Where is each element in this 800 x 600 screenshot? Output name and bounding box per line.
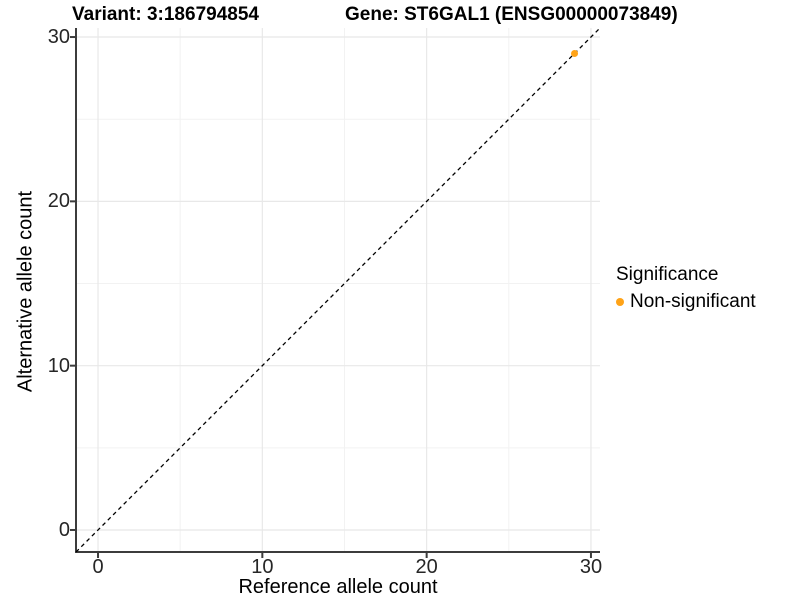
x-tick-label: 30 bbox=[579, 556, 603, 578]
y-axis-title: Alternative allele count bbox=[14, 190, 37, 393]
gene-title: Gene: ST6GAL1 (ENSG00000073849) bbox=[345, 4, 678, 25]
legend-title: Significance bbox=[616, 264, 719, 285]
data-point bbox=[571, 49, 579, 57]
y-tick-label: 10 bbox=[47, 354, 70, 377]
circle-icon bbox=[616, 298, 624, 306]
legend-item: Non-significant bbox=[616, 291, 756, 313]
legend-item-label: Non-significant bbox=[630, 291, 756, 312]
y-tick-label: 0 bbox=[58, 518, 70, 541]
variant-title: Variant: 3:186794854 bbox=[72, 4, 259, 25]
y-tick-label: 30 bbox=[47, 26, 70, 49]
x-tick-label: 0 bbox=[92, 556, 104, 578]
legend: Significance Non-significant bbox=[616, 264, 756, 313]
identity-reference-line bbox=[75, 27, 601, 553]
x-tick-label: 20 bbox=[415, 556, 438, 578]
x-axis-title: Reference allele count bbox=[238, 576, 438, 598]
x-tick-label: 10 bbox=[251, 556, 274, 578]
y-tick-label: 20 bbox=[47, 190, 70, 213]
